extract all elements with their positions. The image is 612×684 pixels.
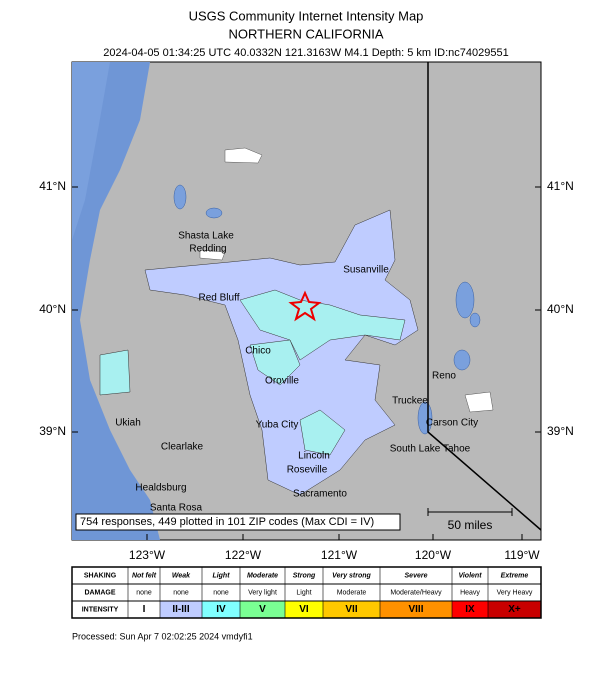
place-label: Susanville (343, 265, 389, 276)
place-label: Redding (189, 244, 226, 255)
legend-cell: VI (299, 604, 309, 615)
lon-label: 123°W (129, 548, 166, 562)
note-box (75, 513, 401, 531)
intensity-swatch (488, 601, 541, 618)
intensity-swatch (452, 601, 488, 618)
intensity-swatch (285, 601, 323, 618)
legend-cell: X+ (508, 604, 521, 615)
place-label: Reno (432, 371, 456, 382)
lat-label: 39°N (547, 424, 574, 438)
legend-cell: Moderate/Heavy (390, 589, 442, 596)
legend-cell: none (173, 589, 189, 596)
place-label: Roseville (287, 465, 328, 476)
legend-cell: Extreme (501, 572, 529, 579)
note: 754 responses, 449 plotted in 101 ZIP co… (80, 516, 374, 528)
event-info: 2024-04-05 01:34:25 UTC 40.0332N 121.316… (103, 47, 508, 59)
legend-cell: Strong (293, 572, 316, 579)
legend-cell: Very Heavy (497, 589, 533, 596)
legend-cell: Very strong (332, 572, 371, 579)
intensity-swatch (160, 601, 202, 618)
footer: Processed: Sun Apr 7 02:02:25 2024 vmdyf… (72, 631, 253, 641)
legend-cell: Severe (405, 572, 428, 579)
intensity-swatch (202, 601, 240, 618)
place-label: Healdsburg (135, 483, 186, 494)
legend-cell: Light (212, 572, 230, 579)
lon-label: 119°W (504, 548, 540, 562)
legend-cell: Weak (172, 572, 191, 579)
intensity-swatch (128, 601, 160, 618)
subtitle: NORTHERN CALIFORNIA (228, 26, 383, 41)
legend-cell: Very light (248, 589, 277, 596)
legend-cell: VIII (408, 604, 423, 615)
place-label: Clearlake (161, 442, 204, 453)
legend-cell: none (136, 589, 152, 596)
legend-border (71, 566, 542, 619)
place-label: Chico (245, 346, 271, 357)
place-label: South Lake Tahoe (390, 444, 471, 455)
legend-cell: V (259, 604, 266, 615)
intensity-swatch (380, 601, 452, 618)
legend-row-label: SHAKING (84, 572, 117, 579)
place-label: Yuba City (256, 420, 299, 431)
legend-row-label: DAMAGE (84, 589, 115, 596)
legend-cell: Not felt (132, 572, 157, 579)
lat-label: 41°N (39, 179, 66, 193)
title: USGS Community Internet Intensity Map (189, 8, 424, 23)
place-label: Ukiah (115, 418, 141, 429)
legend-row-label: INTENSITY (82, 606, 119, 613)
legend-cell: IX (465, 604, 475, 615)
lat-label: 40°N (39, 302, 66, 316)
place-label: Shasta Lake (178, 231, 234, 242)
legend-cell: Violent (458, 572, 482, 579)
legend-cell: IV (216, 604, 226, 615)
map: 754 responses, 449 plotted in 101 ZIP co… (71, 61, 542, 541)
legend-cell: none (213, 589, 229, 596)
legend-cell: Moderate (247, 572, 278, 579)
scale-bar-label: 50 miles (448, 518, 493, 532)
lon-label: 121°W (321, 548, 358, 562)
place-label: Truckee (392, 396, 428, 407)
legend-cell: Heavy (460, 589, 480, 596)
legend-cell: Light (296, 589, 311, 596)
place-label: Oroville (265, 376, 299, 387)
intensity-swatch (323, 601, 380, 618)
lat-label: 41°N (547, 179, 574, 193)
place-label: Lincoln (298, 451, 330, 462)
place-label: Red Bluff (199, 293, 240, 304)
legend-cell: II-III (172, 604, 189, 615)
lon-label: 120°W (415, 548, 452, 562)
place-label: Santa Rosa (150, 503, 203, 514)
legend-cell: Moderate (337, 589, 367, 596)
lat-label: 40°N (547, 302, 574, 316)
legend-cell: VII (345, 604, 357, 615)
intensity-swatch (240, 601, 285, 618)
lon-label: 122°W (225, 548, 262, 562)
place-label: Carson City (426, 418, 478, 429)
place-label: Sacramento (293, 489, 347, 500)
lat-label: 39°N (39, 424, 66, 438)
epicenter (288, 290, 322, 322)
legend-cell: I (143, 604, 146, 615)
